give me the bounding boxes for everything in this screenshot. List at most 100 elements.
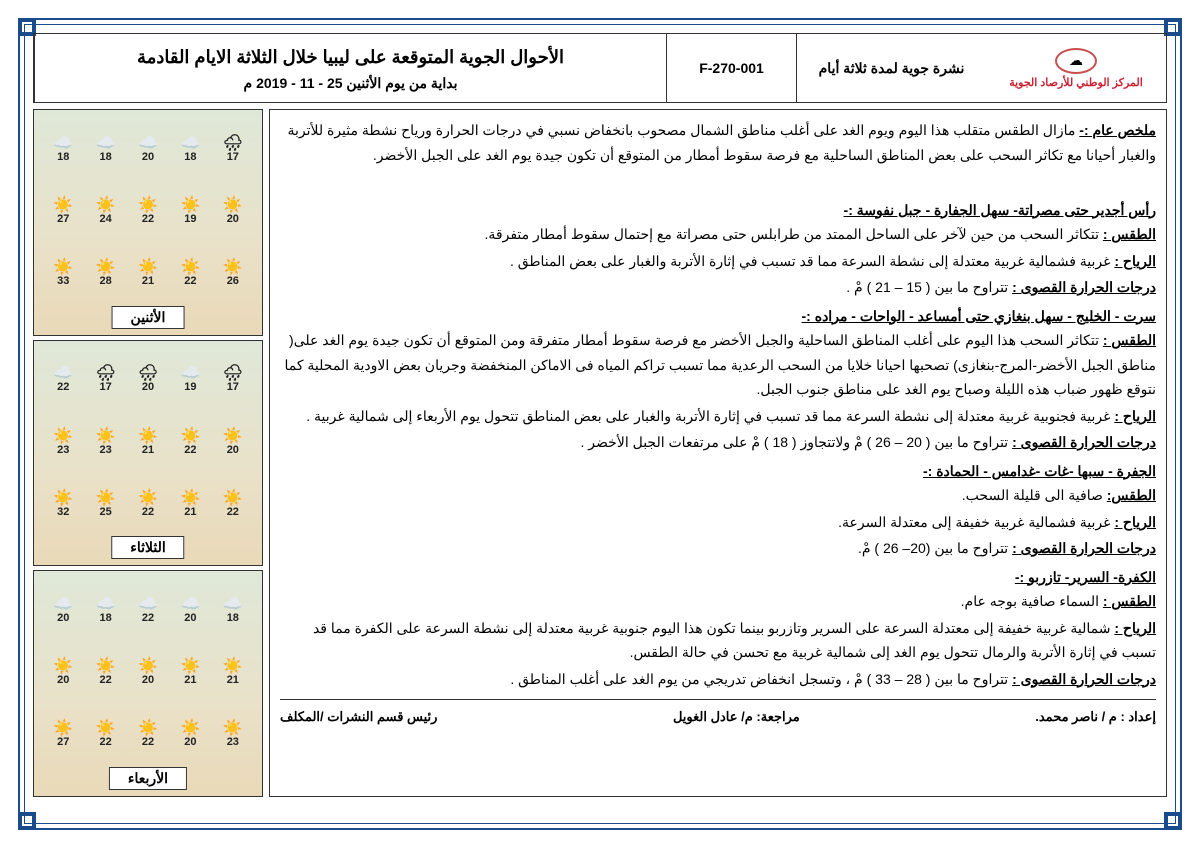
temp-value: 18 <box>57 152 69 163</box>
temp-text: تتراوح ما بين ( 15 – 21 ) مْ . <box>846 279 1008 295</box>
weather-icon: 🌧 <box>223 136 243 152</box>
wind-label: الرياح : <box>1114 253 1156 269</box>
temp-value: 22 <box>227 507 239 518</box>
temp-value: 20 <box>57 613 69 624</box>
body-row: ملخص عام :- مازال الطقس متقلب هذا اليوم … <box>33 109 1167 797</box>
weather-icon: ☀️ <box>223 429 243 445</box>
bulletin-type: نشرة جوية لمدة ثلاثة أيام <box>796 34 986 102</box>
weather-icon: ☀️ <box>138 429 158 445</box>
weather-icon: ☀️ <box>180 429 200 445</box>
outer-frame: ☁ المركز الوطني للأرصاد الجوية نشرة جوية… <box>18 18 1182 830</box>
weather-icon: ☁️ <box>138 136 158 152</box>
weather-point: ☁️20 <box>127 118 169 180</box>
day-label: الأثنين <box>112 306 185 329</box>
temp-label: درجات الحرارة القصوى : <box>1012 540 1156 556</box>
temp-value: 22 <box>142 214 154 225</box>
temp-value: 24 <box>99 214 111 225</box>
region-title: الجفرة - سبها -غات -غدامس - الحمادة :- <box>280 459 1156 484</box>
temp-text: تتراوح ما بين ( 20 – 26 ) مْ ولاتتجاوز (… <box>581 434 1009 450</box>
summary-text: مازال الطقس متقلب هذا اليوم ويوم الغد عل… <box>287 122 1156 163</box>
temp-value: 22 <box>142 613 154 624</box>
temp-value: 20 <box>142 382 154 393</box>
temp-value: 21 <box>227 675 239 686</box>
weather-point: ☀️20 <box>169 704 211 766</box>
temp-value: 23 <box>99 445 111 456</box>
weather-label: الطقس: <box>1107 487 1156 503</box>
weather-point: ☀️20 <box>212 411 254 473</box>
weather-icon: ☁️ <box>96 597 116 613</box>
forecast-text: ملخص عام :- مازال الطقس متقلب هذا اليوم … <box>269 109 1167 797</box>
temp-value: 25 <box>99 507 111 518</box>
temp-value: 20 <box>227 445 239 456</box>
weather-point: ☀️22 <box>84 704 126 766</box>
temp-label: درجات الحرارة القصوى : <box>1012 434 1156 450</box>
weather-point: ☀️23 <box>84 411 126 473</box>
weather-icon: ☀️ <box>96 260 116 276</box>
wind-label: الرياح : <box>1114 408 1156 424</box>
weather-point: 🌧17 <box>212 349 254 411</box>
temp-value: 22 <box>99 675 111 686</box>
region-title: الكفرة- السرير- تازربو :- <box>280 565 1156 590</box>
weather-icon: ☁️ <box>53 597 73 613</box>
document-code: F-270-001 <box>666 34 796 102</box>
weather-point: ☀️22 <box>127 180 169 242</box>
temp-value: 17 <box>227 382 239 393</box>
temp-label: درجات الحرارة القصوى : <box>1012 279 1156 295</box>
temp-value: 17 <box>227 152 239 163</box>
weather-point: ☀️27 <box>42 180 84 242</box>
weather-icon: ☀️ <box>223 491 243 507</box>
weather-point: ☁️19 <box>169 349 211 411</box>
weather-point: ☁️18 <box>84 118 126 180</box>
sub-title: بداية من يوم الأثنين 25 - 11 - 2019 م <box>244 75 458 92</box>
weather-point: ☀️26 <box>212 242 254 304</box>
weather-icon: ☀️ <box>138 721 158 737</box>
weather-icon: ☀️ <box>53 429 73 445</box>
weather-point: 🌧20 <box>127 349 169 411</box>
temp-value: 21 <box>142 445 154 456</box>
temp-value: 23 <box>57 445 69 456</box>
main-title: الأحوال الجوية المتوقعة على ليبيا خلال ا… <box>137 44 564 71</box>
header-row: ☁ المركز الوطني للأرصاد الجوية نشرة جوية… <box>33 33 1167 103</box>
weather-icon: ☁️ <box>223 597 243 613</box>
weather-icon: 🌧 <box>223 366 243 382</box>
weather-icon: ☀️ <box>180 260 200 276</box>
summary-label: ملخص عام :- <box>1079 122 1156 138</box>
temp-value: 33 <box>57 276 69 287</box>
wind-text: شمالية غربية خفيفة إلى معتدلة السرعة على… <box>313 620 1156 661</box>
temp-value: 28 <box>99 276 111 287</box>
temp-value: 22 <box>184 276 196 287</box>
weather-icon: ☀️ <box>138 198 158 214</box>
weather-point: ☁️20 <box>42 579 84 641</box>
weather-icon: ☁️ <box>180 597 200 613</box>
weather-point: ☁️22 <box>42 349 84 411</box>
weather-point: ☀️21 <box>169 473 211 535</box>
weather-point: ☀️20 <box>42 642 84 704</box>
weather-point: ☀️20 <box>127 642 169 704</box>
weather-icon: ☀️ <box>138 260 158 276</box>
weather-icon: 🌧 <box>138 366 158 382</box>
weather-icon: ☀️ <box>180 659 200 675</box>
temp-value: 22 <box>184 445 196 456</box>
section-head: رئيس قسم النشرات /المكلف <box>280 706 437 729</box>
temp-value: 20 <box>227 214 239 225</box>
temp-value: 26 <box>227 276 239 287</box>
inner-frame: ☁ المركز الوطني للأرصاد الجوية نشرة جوية… <box>24 24 1176 824</box>
weather-text: تتكاثر السحب هذا اليوم على أغلب المناطق … <box>285 332 1157 397</box>
day-label: الثلاثاء <box>111 536 184 559</box>
weather-icon: ☀️ <box>96 721 116 737</box>
temp-value: 22 <box>57 382 69 393</box>
temp-text: تتراوح ما بين (20– 26 ) مْ. <box>858 540 1008 556</box>
weather-point: ☀️23 <box>42 411 84 473</box>
weather-point: ☀️22 <box>84 642 126 704</box>
temp-value: 18 <box>184 152 196 163</box>
wind-label: الرياح : <box>1114 620 1156 636</box>
weather-point: ☀️20 <box>212 180 254 242</box>
weather-point: ☀️32 <box>42 473 84 535</box>
weather-icon: ☀️ <box>96 429 116 445</box>
temp-value: 20 <box>142 675 154 686</box>
weather-icon: ☀️ <box>223 721 243 737</box>
temp-value: 20 <box>57 675 69 686</box>
logo-icon: ☁ <box>1055 48 1097 74</box>
reviewed-by: مراجعة: م/ عادل الغويل <box>673 706 800 729</box>
weather-icon: ☀️ <box>96 659 116 675</box>
